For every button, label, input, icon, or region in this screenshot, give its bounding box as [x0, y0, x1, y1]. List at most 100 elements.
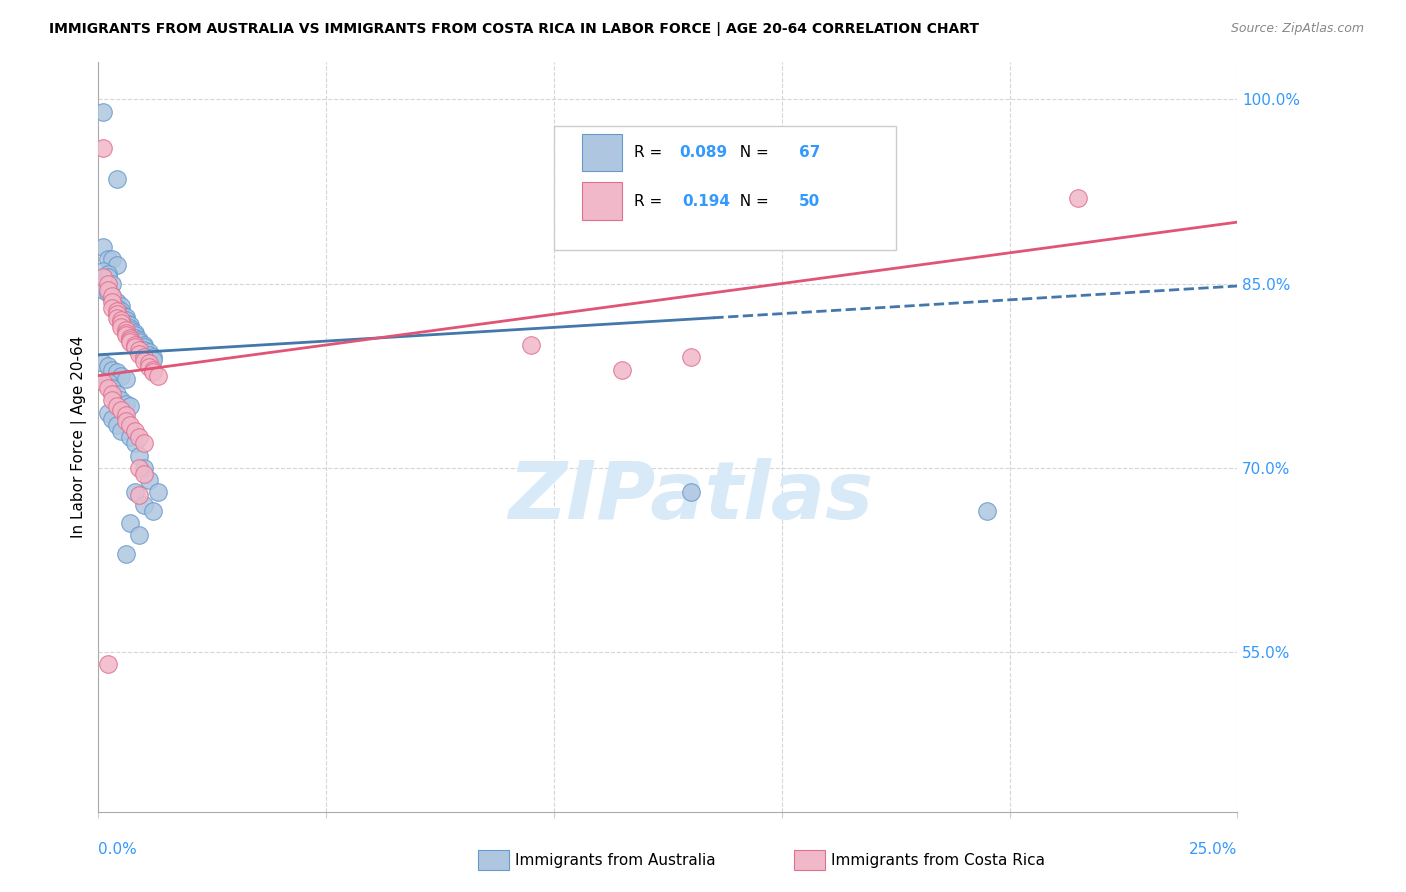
Point — [132, 340, 155, 354]
Point — [91, 356, 114, 370]
Point — [132, 354, 155, 368]
Point — [120, 430, 142, 444]
Point — [114, 408, 136, 422]
Point — [120, 318, 142, 333]
Point — [105, 301, 128, 315]
Text: 0.0%: 0.0% — [98, 842, 138, 857]
Text: 0.194: 0.194 — [683, 194, 731, 209]
Point — [101, 295, 124, 310]
Point — [138, 345, 160, 359]
Text: R =: R = — [634, 194, 672, 209]
Point — [91, 264, 114, 278]
Point — [101, 277, 124, 291]
Point — [101, 252, 124, 266]
Point — [124, 330, 146, 344]
Point — [101, 411, 124, 425]
Point — [679, 350, 702, 364]
Point — [142, 352, 165, 367]
Point — [114, 328, 136, 343]
Point — [105, 400, 128, 414]
Text: 0.089: 0.089 — [679, 145, 727, 160]
Point — [96, 270, 118, 285]
Point — [110, 303, 132, 318]
Point — [114, 313, 136, 327]
Point — [91, 104, 114, 119]
Point — [114, 316, 136, 330]
Point — [105, 295, 128, 310]
Point — [132, 436, 155, 450]
Point — [101, 291, 124, 305]
Text: N =: N = — [731, 145, 775, 160]
Point — [91, 270, 114, 285]
Point — [132, 460, 155, 475]
Point — [520, 338, 543, 352]
Point — [96, 267, 118, 281]
Point — [142, 362, 165, 376]
Point — [96, 375, 118, 389]
Point — [114, 310, 136, 324]
Bar — [582, 182, 623, 219]
Point — [96, 405, 118, 419]
Point — [114, 372, 136, 386]
Text: N =: N = — [731, 194, 775, 209]
Point — [105, 387, 128, 401]
Point — [91, 240, 114, 254]
Point — [114, 323, 136, 337]
Bar — [582, 134, 623, 171]
Point — [91, 283, 114, 297]
Point — [142, 350, 165, 364]
Point — [96, 277, 118, 291]
Point — [1067, 190, 1090, 204]
Text: Immigrants from Australia: Immigrants from Australia — [515, 854, 716, 868]
Point — [128, 333, 150, 347]
Point — [110, 424, 132, 438]
Text: R =: R = — [634, 145, 666, 160]
Point — [114, 397, 136, 411]
Point — [110, 393, 132, 408]
Point — [91, 141, 114, 155]
Point — [101, 289, 124, 303]
Point — [105, 310, 128, 325]
Point — [612, 362, 634, 376]
Point — [110, 319, 132, 334]
Point — [101, 393, 124, 408]
Point — [146, 485, 169, 500]
Point — [124, 436, 146, 450]
Point — [132, 350, 155, 364]
Point — [124, 328, 146, 343]
Point — [105, 258, 128, 272]
Point — [120, 323, 142, 337]
Point — [146, 368, 169, 383]
Point — [91, 375, 114, 389]
Point — [142, 365, 165, 379]
Point — [128, 460, 150, 475]
Point — [105, 172, 128, 186]
Point — [101, 381, 124, 395]
Point — [96, 286, 118, 301]
Point — [124, 424, 146, 438]
Point — [120, 335, 142, 350]
Point — [132, 338, 155, 352]
Point — [101, 289, 124, 303]
Point — [110, 403, 132, 417]
Point — [138, 473, 160, 487]
Point — [120, 333, 142, 347]
Point — [110, 316, 132, 330]
Point — [124, 326, 146, 340]
Point — [120, 417, 142, 432]
Point — [105, 307, 128, 321]
Text: Source: ZipAtlas.com: Source: ZipAtlas.com — [1230, 22, 1364, 36]
Point — [114, 326, 136, 340]
Point — [120, 516, 142, 530]
Text: ZIPatlas: ZIPatlas — [508, 458, 873, 536]
Point — [128, 335, 150, 350]
Point — [110, 299, 132, 313]
Point — [120, 400, 142, 414]
Point — [138, 360, 160, 375]
Y-axis label: In Labor Force | Age 20-64: In Labor Force | Age 20-64 — [72, 336, 87, 538]
Point — [114, 414, 136, 428]
Point — [128, 346, 150, 360]
Point — [132, 498, 155, 512]
Point — [105, 417, 128, 432]
Point — [124, 338, 146, 352]
